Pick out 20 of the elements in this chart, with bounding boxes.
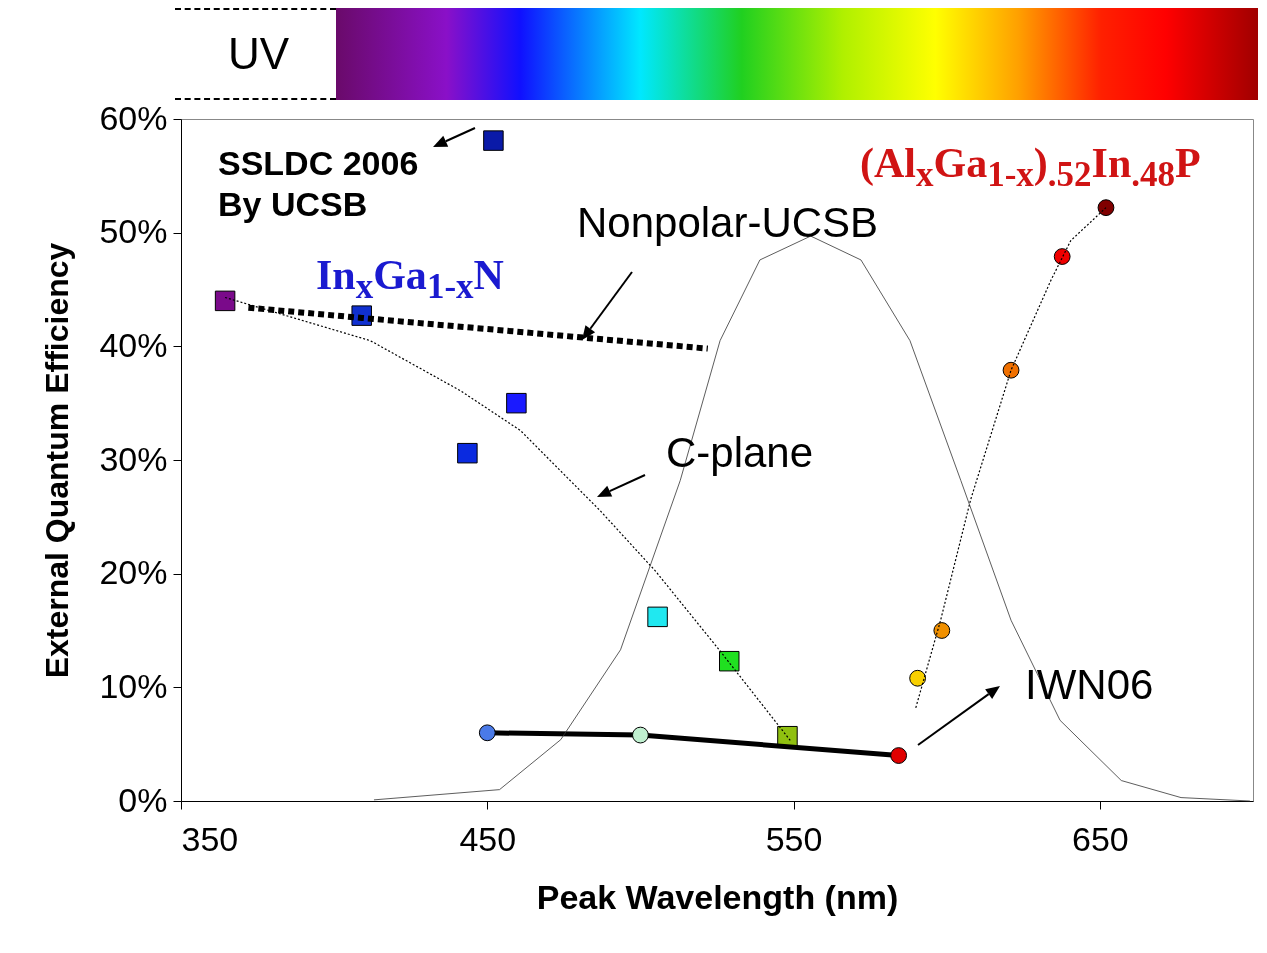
x-tick-label: 450 <box>459 819 517 858</box>
annotation: Nonpolar-UCSB <box>577 198 879 248</box>
x-tick-label: 350 <box>181 819 239 858</box>
x-tick-label: 650 <box>1071 819 1129 858</box>
y-tick-label: 0% <box>118 780 168 819</box>
text: UV <box>228 28 290 80</box>
y-tick-label: 30% <box>99 439 168 478</box>
y-tick-label: 20% <box>99 553 168 592</box>
x-axis-title: Peak Wavelength (nm) <box>536 877 899 916</box>
annotation: C-plane <box>666 428 814 478</box>
text: (Al$_{x}$Ga$_{1-x}$)$_{.52}$In$_{.48}$P <box>860 140 1201 195</box>
x-tick-label: 550 <box>765 819 823 858</box>
y-tick-label: 50% <box>99 212 168 251</box>
y-tick-label: 10% <box>99 666 168 705</box>
annotation: IWN06 <box>1025 660 1154 710</box>
y-axis-title: External Quantum Efficiency <box>39 242 76 679</box>
y-tick-label: 60% <box>99 98 168 137</box>
annotation: In$_{x}$Ga$_{1-x}$N <box>316 251 504 309</box>
y-tick-label: 40% <box>99 325 168 364</box>
annotation: SSLDC 2006 By UCSB <box>218 143 419 225</box>
